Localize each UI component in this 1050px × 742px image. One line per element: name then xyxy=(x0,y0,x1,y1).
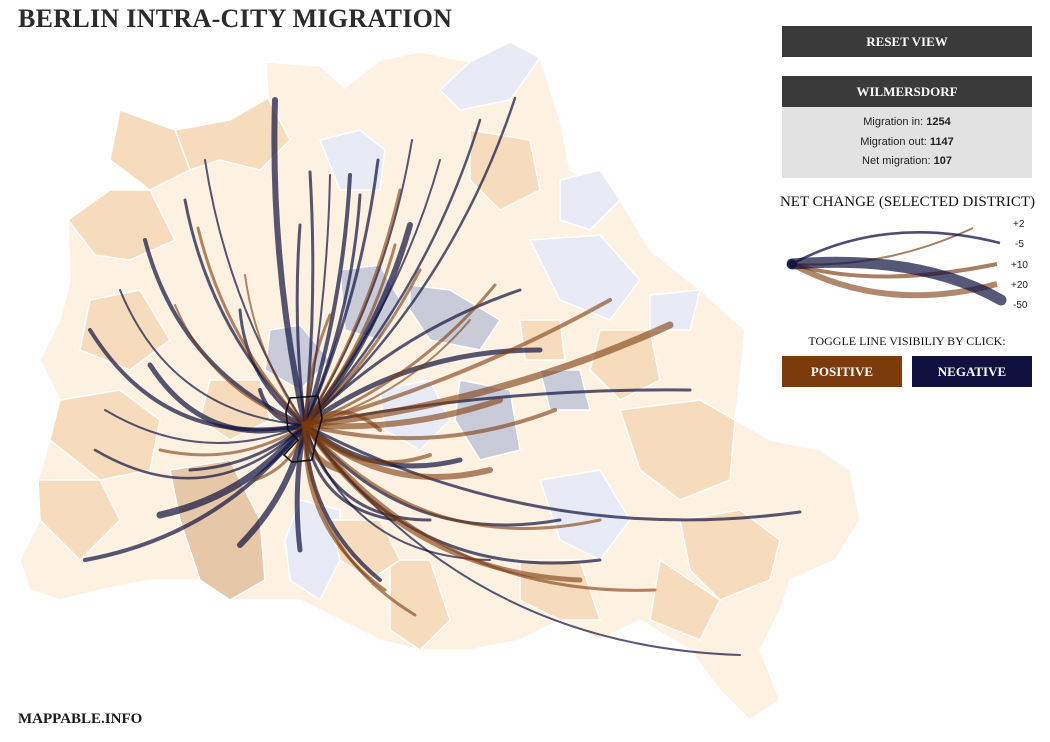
district-area[interactable] xyxy=(528,234,641,321)
district-area[interactable] xyxy=(618,399,736,501)
legend-curve-plus-10 xyxy=(791,262,998,279)
positive-flow-line xyxy=(303,268,422,427)
district-area[interactable] xyxy=(469,129,541,211)
positive-flow-line xyxy=(302,422,583,583)
district-area[interactable] xyxy=(389,559,451,651)
selected-district-outline xyxy=(282,395,323,463)
negative-flow-line xyxy=(258,388,307,427)
district-area[interactable] xyxy=(329,519,401,581)
positive-flow-line xyxy=(303,408,557,441)
net-migration-value: 107 xyxy=(933,155,952,167)
net-migration-row: Net migration: 107 xyxy=(782,152,1032,172)
legend-curve-minus-50 xyxy=(786,256,1007,306)
district-area[interactable] xyxy=(49,389,161,481)
negative-flow-line xyxy=(204,159,306,426)
positive-flow-line xyxy=(174,304,306,426)
negative-flow-line xyxy=(303,423,802,522)
legend-item-label: -50 xyxy=(1013,300,1028,311)
migration-out-value: 1147 xyxy=(929,135,954,148)
migration-flow-lines xyxy=(83,96,802,656)
toggle-instructions: TOGGLE LINE VISIBILIY BY CLICK: xyxy=(808,334,1006,348)
positive-flow-line xyxy=(196,226,307,427)
district-area[interactable] xyxy=(649,289,701,331)
migration-in-label: Migration in: xyxy=(863,116,924,128)
selected-district-name: WILMERSDORF xyxy=(782,76,1032,107)
district-area[interactable] xyxy=(559,169,621,231)
page-title: BERLIN INTRA-CITY MIGRATION xyxy=(18,4,453,33)
positive-flow-line xyxy=(303,188,402,427)
site-credit: MAPPABLE.INFO xyxy=(18,711,143,727)
negative-flow-line xyxy=(303,173,352,427)
negative-flow-line xyxy=(83,423,307,562)
negative-flow-line xyxy=(303,96,517,427)
district-area[interactable] xyxy=(438,41,542,111)
negative-flow-line xyxy=(303,193,362,427)
positive-flow-line xyxy=(304,319,471,426)
positive-flow-line xyxy=(158,423,307,457)
migration-out-row: Migration out: 1147 xyxy=(782,133,1032,153)
net-migration-label: Net migration: xyxy=(862,155,931,167)
district-area[interactable] xyxy=(539,369,591,411)
positive-flow-line xyxy=(303,313,332,427)
legend-curve-minus-5 xyxy=(791,231,1001,266)
negative-flow-line xyxy=(147,362,308,434)
reset-view-button[interactable]: RESET VIEW xyxy=(782,26,1032,57)
positive-flow-line xyxy=(302,397,503,430)
toggle-negative-button[interactable]: NEGATIVE xyxy=(912,356,1032,387)
positive-flow-line xyxy=(301,321,674,429)
district-area[interactable] xyxy=(679,509,781,601)
legend-title: NET CHANGE (SELECTED DISTRICT) xyxy=(779,194,1036,210)
legend-item-label: +20 xyxy=(1011,280,1028,291)
legend-origin-point xyxy=(787,259,797,269)
negative-flow-line xyxy=(304,174,331,426)
legend-item-label: +2 xyxy=(1013,219,1025,230)
net-change-legend: +2 -5 +10 +20 -50 xyxy=(786,219,1028,311)
migration-in-value: 1254 xyxy=(926,116,951,128)
negative-flow-line xyxy=(104,409,306,444)
migration-in-row: Migration in: 1254 xyxy=(782,113,1032,133)
negative-flow-line xyxy=(93,423,307,480)
negative-flow-line xyxy=(238,308,307,427)
district-area[interactable] xyxy=(37,479,121,562)
district-area[interactable] xyxy=(109,108,191,191)
legend-item-label: +10 xyxy=(1011,260,1028,271)
negative-flow-line xyxy=(303,118,482,427)
positive-flow-line xyxy=(303,423,417,617)
negative-flow-line xyxy=(188,423,307,472)
negative-flow-line xyxy=(294,422,308,553)
positive-flow-line xyxy=(253,423,307,482)
positive-flow-line xyxy=(244,274,306,426)
migration-out-label: Migration out: xyxy=(860,135,927,148)
toggle-positive-button[interactable]: POSITIVE xyxy=(782,356,902,387)
positive-flow-line xyxy=(303,423,387,592)
positive-flow-line xyxy=(302,422,343,473)
negative-flow-line xyxy=(295,223,307,427)
district-stats-panel: Migration in: 1254 Migration out: 1147 N… xyxy=(782,107,1032,178)
negative-flow-line xyxy=(303,423,562,527)
district-area[interactable] xyxy=(649,558,721,641)
district-area[interactable] xyxy=(318,129,386,191)
negative-flow-line xyxy=(119,289,306,426)
negative-flow-line xyxy=(271,97,308,428)
positive-flow-line xyxy=(303,423,602,530)
district-area[interactable] xyxy=(66,189,177,261)
legend-item-label: -5 xyxy=(1015,239,1024,250)
